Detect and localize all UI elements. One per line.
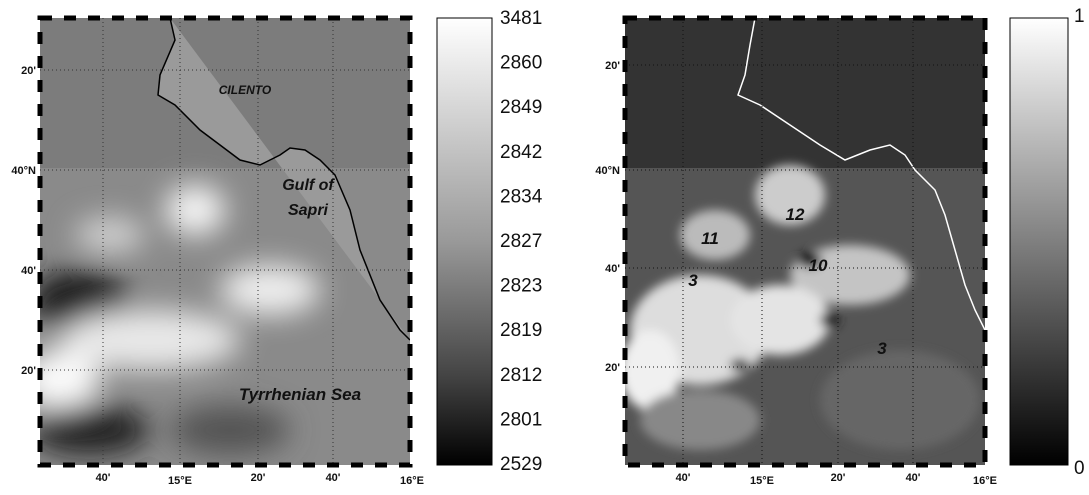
- x-label: 20': [251, 472, 266, 484]
- right-colorbar: [1010, 18, 1068, 465]
- y-label: 40': [21, 265, 36, 277]
- colorbar-label: 2812: [500, 365, 542, 386]
- annotation: Tyrrhenian Sea: [239, 385, 361, 404]
- annotation: 3: [877, 339, 887, 358]
- colorbar-label: 0: [1074, 458, 1085, 479]
- annotation: Gulf of: [282, 177, 335, 194]
- annotation: CILENTO: [219, 83, 272, 97]
- left-colorbar-labels: 3481 2860 2849 2842 2834 2827 2823 2819 2812 2801…: [500, 8, 543, 475]
- colorbar-label: 2860: [500, 53, 542, 74]
- x-label: 40': [906, 472, 921, 484]
- y-label: 20': [605, 362, 620, 374]
- x-label: 15°E: [168, 475, 192, 487]
- y-label: 20': [21, 365, 36, 377]
- y-label: 20': [21, 65, 36, 77]
- colorbar-label: 2529: [500, 454, 542, 475]
- annotation: 11: [701, 229, 719, 248]
- annotation: 3: [688, 271, 698, 290]
- colorbar-label: 1: [1074, 6, 1085, 27]
- x-label: 15°E: [750, 475, 774, 487]
- y-label: 40°N: [595, 165, 620, 177]
- x-label: 40': [96, 472, 111, 484]
- figure: 20' 40°N 40' 20' 40' 15°E 20' 40' 16°E C…: [0, 0, 1089, 490]
- colorbar-label: 2823: [500, 276, 542, 297]
- x-label: 16°E: [400, 475, 424, 487]
- x-label: 40': [676, 472, 691, 484]
- y-label: 40°N: [11, 165, 36, 177]
- colorbar-label: 2827: [500, 231, 542, 252]
- right-map-image: [620, 18, 985, 465]
- x-label: 16°E: [973, 475, 997, 487]
- colorbar-label: 2849: [500, 97, 542, 118]
- colorbar-label: 2819: [500, 320, 542, 341]
- left-colorbar: [437, 18, 492, 465]
- y-label: 20': [605, 60, 620, 72]
- annotation: 10: [809, 256, 828, 275]
- annotation: 12: [786, 205, 805, 224]
- annotation: Sapri: [288, 202, 329, 219]
- y-label: 40': [605, 263, 620, 275]
- x-label: 20': [831, 472, 846, 484]
- colorbar-label: 2801: [500, 409, 542, 430]
- colorbar-label: 2842: [500, 142, 542, 163]
- colorbar-label: 3481: [500, 8, 542, 29]
- colorbar-label: 2834: [500, 186, 543, 207]
- x-label: 40': [326, 472, 341, 484]
